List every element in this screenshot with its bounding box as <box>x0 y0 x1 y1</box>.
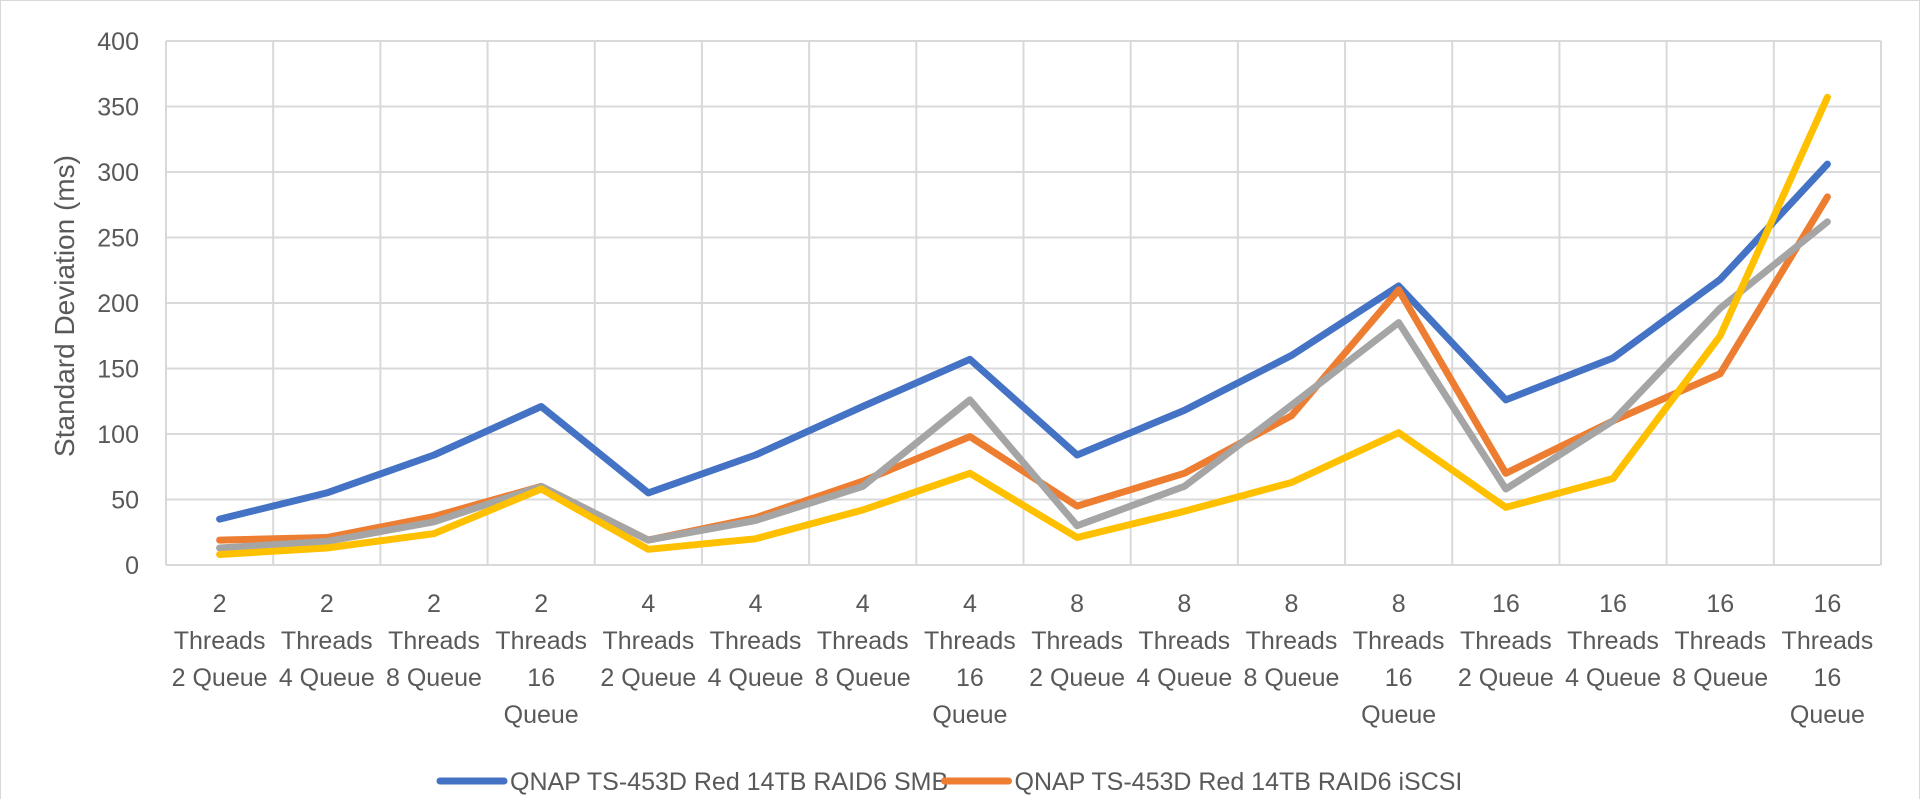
x-tick-label: 8 Queue <box>1244 664 1340 692</box>
y-tick-label: 100 <box>97 421 139 449</box>
x-tick-label: 16 <box>1385 664 1413 692</box>
x-axis-ticks: 2 Threads 2 Queue 2 Threads 4 Queue 2 Threads 8 … <box>172 590 1874 729</box>
x-tick-label: 2 Queue <box>172 664 268 692</box>
x-tick-label: 4 <box>641 590 655 618</box>
x-tick-label: Threads <box>1782 627 1874 655</box>
x-tick-label: 2 <box>427 590 441 618</box>
y-tick-label: 300 <box>97 159 139 187</box>
legend-label: QNAP TS-453D Red 14TB RAID6 SMB <box>510 768 948 796</box>
x-tick-label: 16 <box>956 664 984 692</box>
x-tick-label: Threads <box>388 627 480 655</box>
x-tick-label: 4 Queue <box>1565 664 1661 692</box>
x-tick-label: 16 <box>1814 664 1842 692</box>
x-tick-label: 8 <box>1070 590 1084 618</box>
y-tick-label: 200 <box>97 290 139 318</box>
x-tick-label: 2 Queue <box>600 664 696 692</box>
x-tick-label: Threads <box>1353 627 1445 655</box>
chart-gridlines <box>165 40 1882 566</box>
y-tick-label: 50 <box>111 487 139 515</box>
x-tick-label: 16 <box>1492 590 1520 618</box>
x-tick-label: 8 <box>1285 590 1299 618</box>
series-line <box>216 160 1831 523</box>
x-tick-label: 8 Queue <box>386 664 482 692</box>
x-tick-label: Threads <box>281 627 373 655</box>
x-tick-label: Threads <box>1674 627 1766 655</box>
x-tick-label: Threads <box>1138 627 1230 655</box>
x-tick-label: Queue <box>504 701 579 729</box>
x-tick-label: 8 <box>1177 590 1191 618</box>
y-tick-label: 250 <box>97 225 139 253</box>
x-tick-label: 16 <box>527 664 555 692</box>
x-tick-label: 8 <box>1392 590 1406 618</box>
y-axis-ticks: 0 50 100 150 200 250 300 350 400 <box>97 28 139 580</box>
x-tick-label: 2 Queue <box>1458 664 1554 692</box>
x-tick-label: 2 Queue <box>1029 664 1125 692</box>
x-tick-label: 16 <box>1706 590 1734 618</box>
x-tick-label: 2 <box>534 590 548 618</box>
x-tick-label: 2 <box>320 590 334 618</box>
x-tick-label: Threads <box>710 627 802 655</box>
x-tick-label: Queue <box>1790 701 1865 729</box>
y-tick-label: 350 <box>97 94 139 122</box>
x-tick-label: Threads <box>924 627 1016 655</box>
x-tick-label: 16 <box>1599 590 1627 618</box>
x-tick-label: 8 Queue <box>815 664 911 692</box>
x-tick-label: Threads <box>817 627 909 655</box>
series-line <box>216 218 1831 552</box>
x-tick-label: Threads <box>1031 627 1123 655</box>
x-tick-label: 16 <box>1814 590 1842 618</box>
legend-label: QNAP TS-453D Red 14TB RAID6 iSCSI <box>1015 768 1463 796</box>
series-line <box>216 93 1831 558</box>
x-tick-label: Threads <box>602 627 694 655</box>
x-tick-label: Threads <box>1567 627 1659 655</box>
x-tick-label: 4 <box>963 590 977 618</box>
y-tick-label: 400 <box>97 28 139 56</box>
y-tick-label: 150 <box>97 356 139 384</box>
x-tick-label: Queue <box>1361 701 1436 729</box>
x-tick-label: Threads <box>1460 627 1552 655</box>
y-tick-label: 0 <box>125 552 139 580</box>
chart-legend: QNAP TS-453D Red 14TB RAID6 SMB QNAP TS-4… <box>436 768 1463 796</box>
x-tick-label: 4 Queue <box>708 664 804 692</box>
x-tick-label: Queue <box>932 701 1007 729</box>
chart-series <box>216 93 1831 558</box>
x-tick-label: 4 Queue <box>1136 664 1232 692</box>
x-tick-label: 8 Queue <box>1672 664 1768 692</box>
y-axis-title: Standard Deviation (ms) <box>49 155 80 457</box>
x-tick-label: 4 <box>856 590 870 618</box>
x-tick-label: 4 Queue <box>279 664 375 692</box>
x-tick-label: 4 <box>749 590 763 618</box>
x-tick-label: Threads <box>495 627 587 655</box>
x-tick-label: 2 <box>213 590 227 618</box>
x-tick-label: Threads <box>174 627 266 655</box>
x-tick-label: Threads <box>1246 627 1338 655</box>
